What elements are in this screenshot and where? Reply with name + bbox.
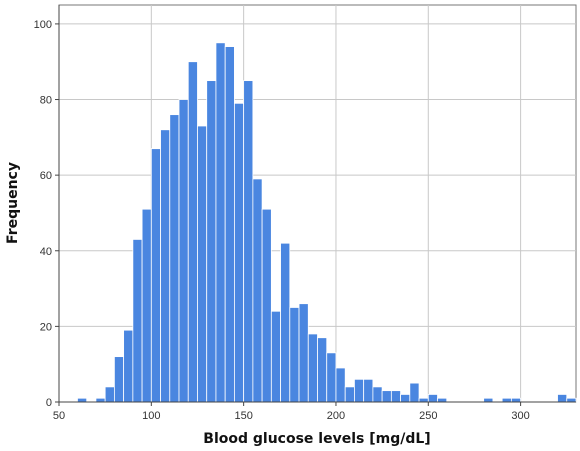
histogram-bar bbox=[317, 337, 328, 403]
histogram-bar bbox=[178, 99, 189, 403]
y-tick-label: 60 bbox=[40, 170, 52, 182]
x-axis-title: Blood glucose levels [mg/dL] bbox=[203, 431, 430, 447]
y-axis-title: Frequency bbox=[5, 162, 21, 244]
y-tick-label: 80 bbox=[40, 95, 52, 107]
histogram-bar bbox=[150, 148, 161, 403]
histogram-bar bbox=[160, 129, 171, 403]
histogram-bar bbox=[372, 386, 383, 403]
histogram-bar bbox=[280, 242, 291, 403]
y-tick-label: 40 bbox=[40, 246, 52, 258]
x-tick-labels: 50 100 150 200 250 300 bbox=[53, 402, 530, 422]
histogram-bar bbox=[104, 386, 115, 403]
histogram-bar bbox=[113, 356, 125, 403]
histogram-bar bbox=[427, 394, 438, 403]
histogram-bar bbox=[206, 80, 217, 403]
histogram-bar bbox=[215, 42, 226, 403]
histogram-bar bbox=[252, 178, 263, 403]
histogram-bar bbox=[187, 61, 198, 403]
histogram-bar bbox=[557, 394, 568, 403]
x-tick-label: 300 bbox=[511, 410, 529, 422]
histogram-bar bbox=[289, 307, 300, 403]
histogram-bar bbox=[483, 397, 494, 403]
histogram-bar bbox=[77, 397, 88, 403]
histogram-bar bbox=[335, 367, 346, 403]
histogram-bar bbox=[418, 397, 429, 403]
histogram-bar bbox=[501, 397, 512, 403]
histogram-bar bbox=[344, 386, 355, 403]
x-tick-label: 100 bbox=[142, 410, 160, 422]
histogram-bar bbox=[243, 80, 254, 403]
histogram-bar bbox=[141, 208, 152, 403]
histogram-bar bbox=[354, 378, 365, 403]
y-tick-label: 0 bbox=[46, 397, 52, 409]
histogram-bar bbox=[298, 303, 309, 403]
y-tick-labels: 0 20 40 60 80 100 bbox=[34, 19, 59, 409]
histogram-bar bbox=[390, 390, 401, 403]
histogram-bar bbox=[437, 397, 448, 403]
histogram-bar bbox=[234, 102, 245, 403]
y-tick-label: 100 bbox=[34, 19, 52, 31]
histogram-bar bbox=[224, 46, 235, 403]
histogram-bar bbox=[169, 114, 180, 403]
histogram-bar bbox=[270, 310, 281, 403]
histogram-bar bbox=[132, 239, 143, 403]
histogram-bar bbox=[261, 208, 272, 403]
x-tick-label: 200 bbox=[327, 410, 345, 422]
histogram-bar bbox=[566, 397, 577, 403]
histogram-bar bbox=[95, 397, 106, 403]
histogram-bar bbox=[123, 329, 134, 403]
histogram-bar bbox=[363, 378, 374, 403]
histogram-bar bbox=[381, 390, 392, 403]
x-tick-label: 50 bbox=[53, 410, 65, 422]
histogram-bar bbox=[510, 397, 522, 403]
histogram-bar bbox=[326, 352, 337, 403]
histogram-bar bbox=[197, 125, 208, 403]
histogram-bar bbox=[400, 394, 411, 403]
histogram-bar bbox=[409, 382, 420, 403]
x-tick-label: 150 bbox=[234, 410, 252, 422]
y-tick-label: 20 bbox=[40, 321, 52, 333]
x-tick-label: 250 bbox=[419, 410, 437, 422]
histogram-bar bbox=[307, 333, 318, 403]
